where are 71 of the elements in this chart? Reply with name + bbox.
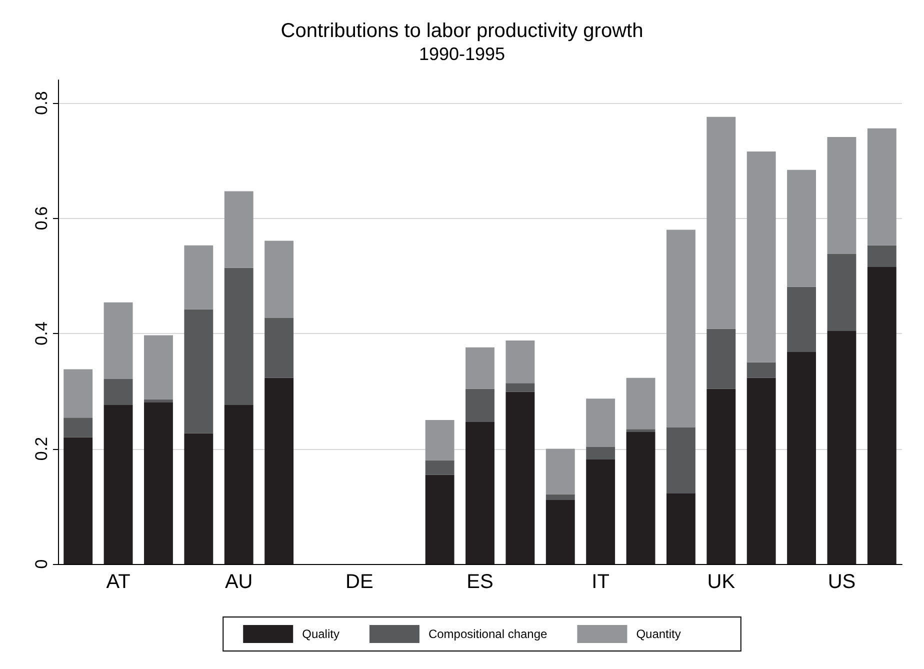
bar [224,404,254,564]
bar [144,335,173,400]
bar [867,245,896,267]
bar [546,500,575,564]
bar [787,352,816,564]
bar [506,340,535,384]
bar [867,128,896,246]
bar [746,151,776,362]
bar [264,318,294,378]
bar [546,448,575,494]
chart-subtitle: 1990-1995 [418,44,506,64]
x-tick-label: IT [592,571,610,593]
bar [64,418,93,438]
bar [104,379,133,405]
bar [425,420,454,460]
bar [626,378,656,430]
bar [586,398,616,448]
bar [224,191,254,268]
bar [746,378,776,564]
legend-label: Quantity [636,627,681,641]
y-tick-label: 0.6 [32,206,51,230]
x-tick-label: AU [224,571,253,593]
bar [827,137,856,254]
x-tick-label: US [828,571,856,593]
x-tick-label: DE [346,571,374,593]
bar [546,494,575,500]
bar [264,378,294,564]
y-tick-label: 0.8 [32,91,51,115]
legend-label: Compositional change [428,627,548,641]
bar [867,266,896,564]
bar [666,427,696,494]
bar [466,347,494,389]
bar [184,433,214,564]
bar [706,116,736,329]
chart-title: Contributions to labor productivity growth [280,20,644,42]
y-tick-label: 0.4 [32,322,51,346]
x-tick-label: AT [106,571,130,593]
bar [466,388,494,422]
bar [104,302,133,380]
bar [184,309,214,434]
bar [746,362,776,378]
bar [706,328,736,389]
bar [787,286,816,352]
bar [425,474,454,564]
bar [626,429,656,432]
bar [827,330,856,564]
bar [425,460,454,475]
bar [264,240,294,318]
bar [506,383,535,392]
bar [64,369,93,418]
y-tick-label: 0.2 [32,436,51,461]
x-tick-label: ES [466,571,494,593]
bar [666,230,696,428]
bar [144,402,173,564]
bar [224,268,254,405]
bar [586,447,616,460]
bar [64,437,93,564]
bar [706,388,736,564]
bar [184,245,214,310]
bar [104,404,133,564]
bar [466,422,494,564]
bar [666,493,696,564]
bar [787,170,816,287]
bar [586,459,616,564]
bar [827,254,856,331]
y-tick-label: 0 [32,559,51,569]
bar [144,399,173,402]
x-tick-label: UK [707,571,736,593]
legend-label: Quality [302,627,340,641]
bar [506,392,535,564]
bar [626,432,656,564]
